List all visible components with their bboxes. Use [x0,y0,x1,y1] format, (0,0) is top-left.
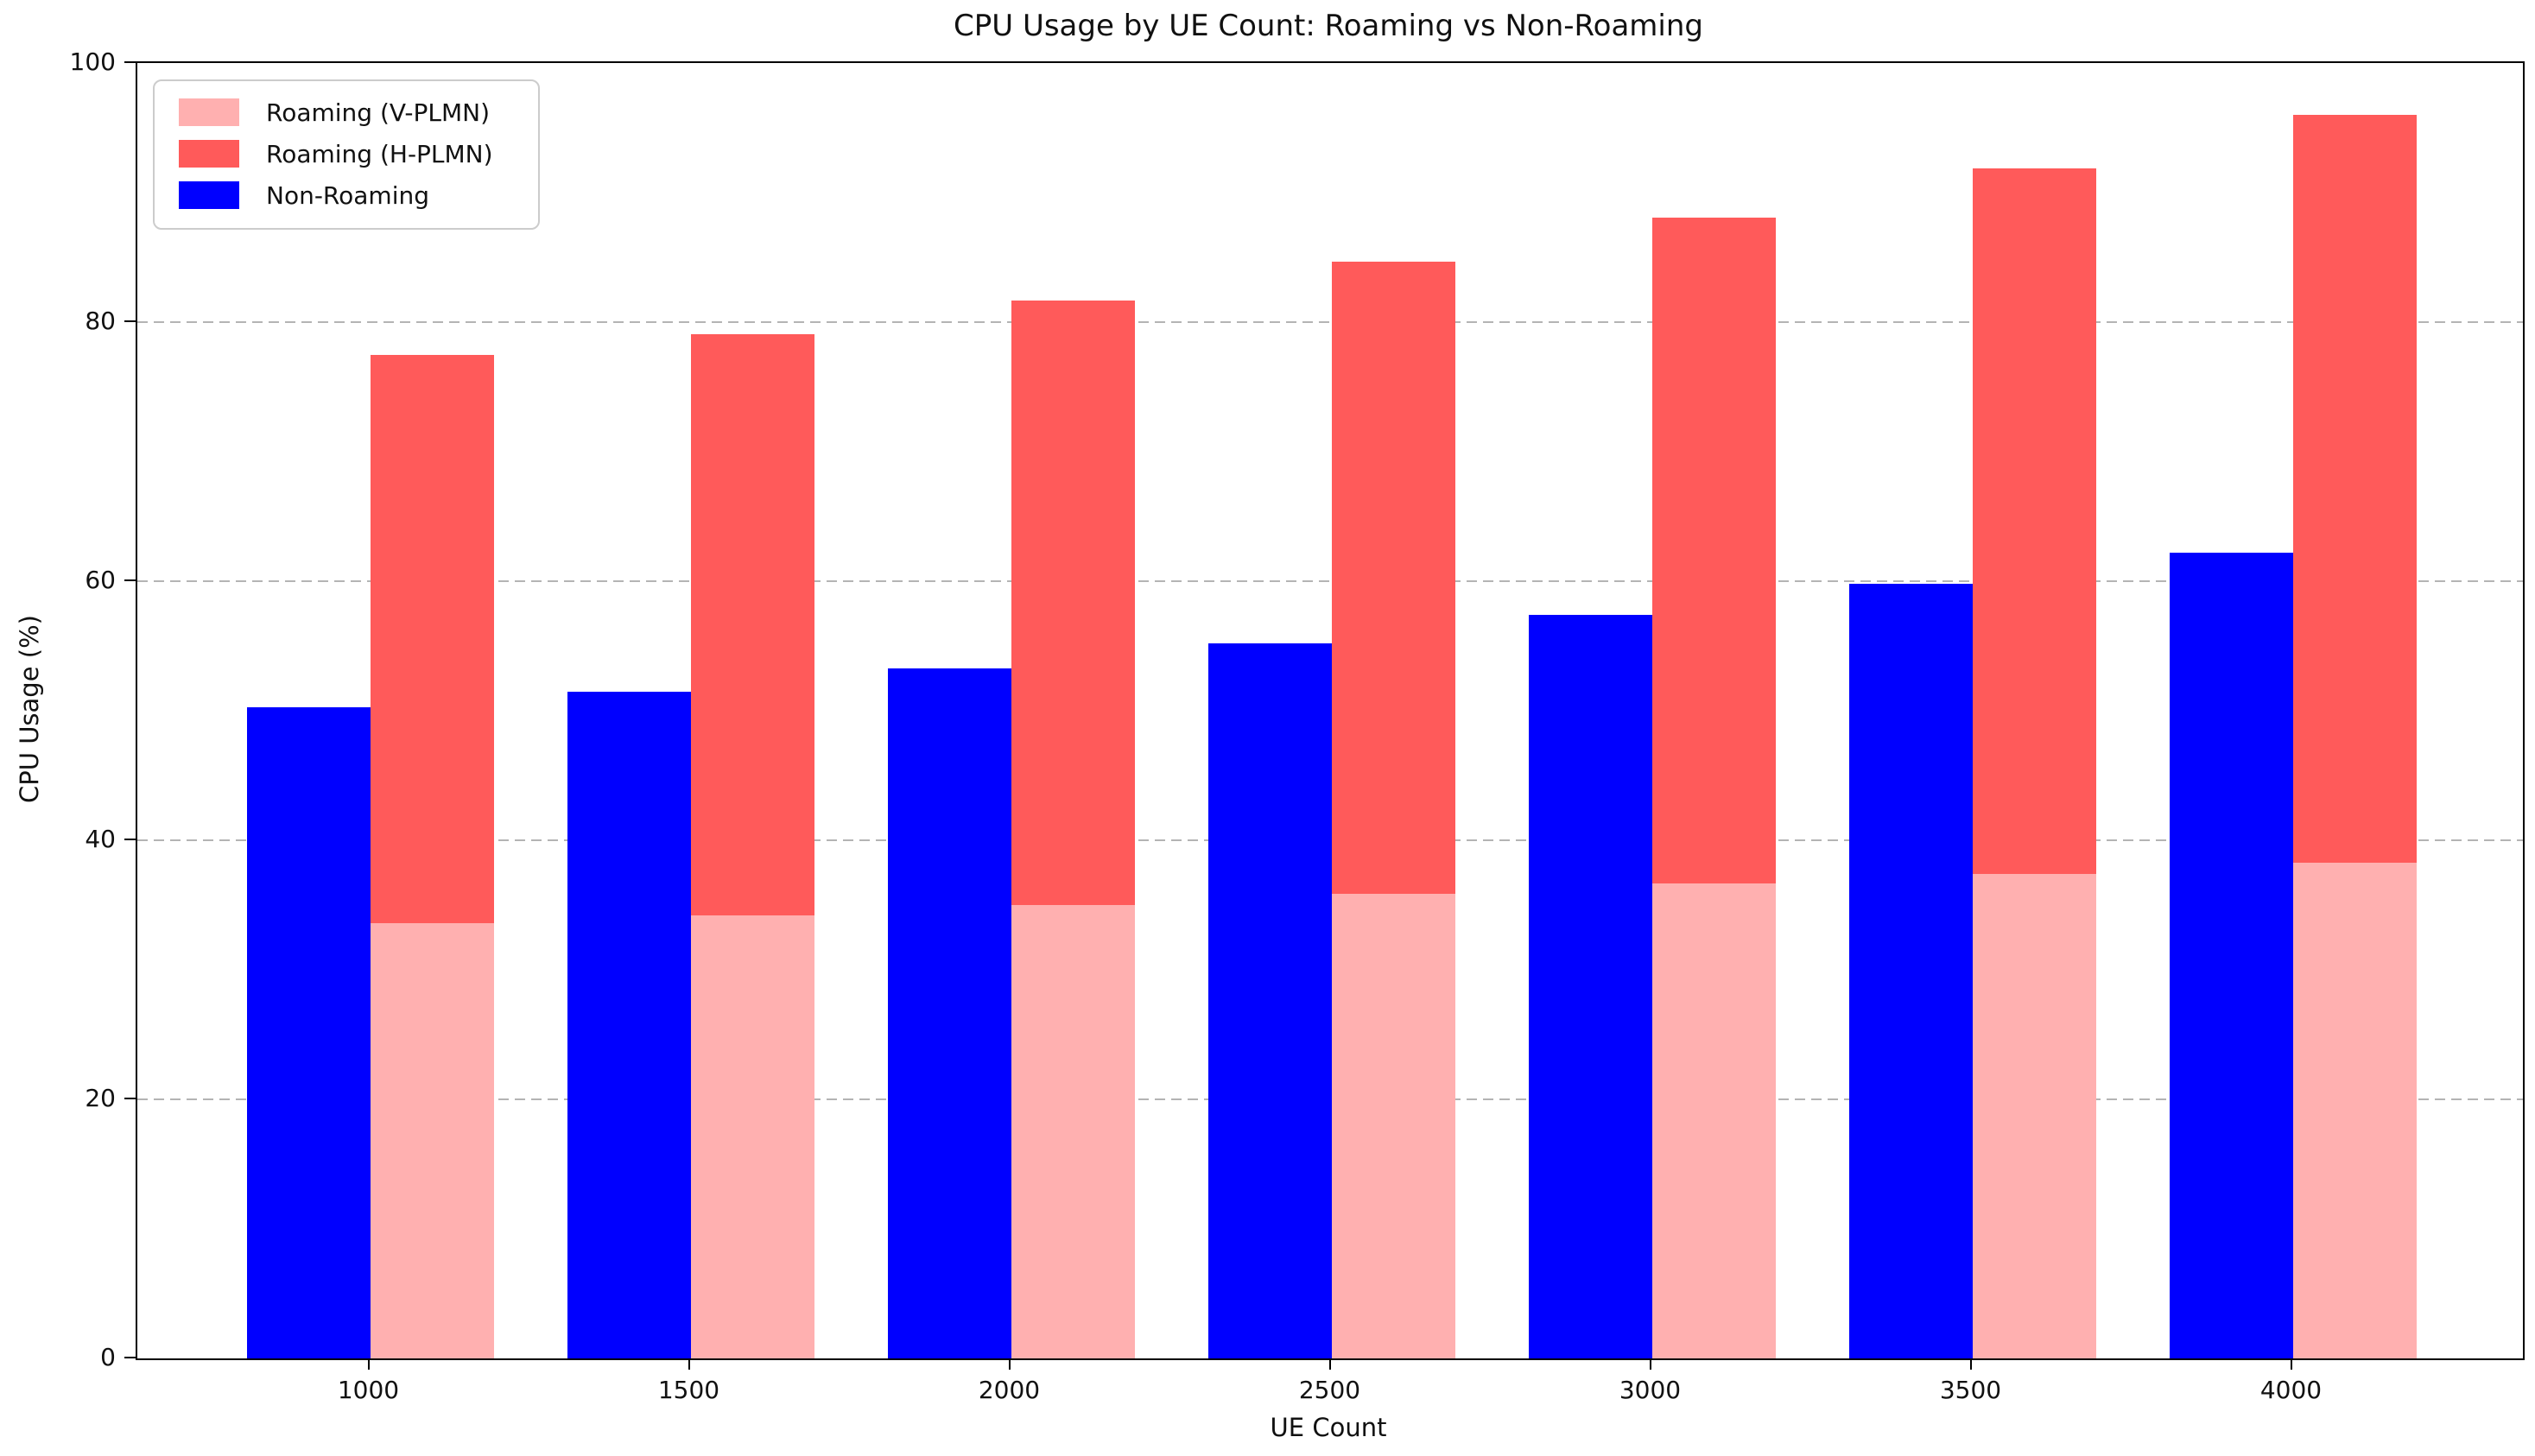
bar-roaming-h-plmn-1500 [690,333,814,915]
legend-label: Roaming (V-PLMN) [266,98,491,127]
y-tick-mark-80 [124,320,136,322]
x-tick-mark-2000 [1008,1358,1011,1370]
x-tick-mark-1000 [367,1358,370,1370]
bar-roaming-v-plmn-2000 [1011,905,1135,1358]
x-tick-mark-3000 [1649,1358,1651,1370]
bar-non-roaming-1500 [567,691,691,1358]
legend-label: Roaming (H-PLMN) [266,139,493,168]
x-tick-mark-3500 [1969,1358,1972,1370]
x-tick-label-1500: 1500 [657,1376,720,1404]
y-gridline-60 [137,580,2523,582]
legend: Roaming (V-PLMN) Roaming (H-PLMN) Non-Roam… [153,79,540,230]
y-tick-label-0: 0 [100,1343,116,1371]
y-tick-label-40: 40 [85,825,116,853]
y-tick-label-60: 60 [85,566,116,594]
bar-non-roaming-4000 [2169,553,2293,1358]
bar-roaming-v-plmn-3500 [1972,874,2096,1358]
bar-roaming-v-plmn-1500 [690,915,814,1358]
x-tick-mark-4000 [2290,1358,2292,1370]
x-axis-label: UE Count [1270,1413,1387,1442]
chart-title: CPU Usage by UE Count: Roaming vs Non-Ro… [954,9,1703,43]
legend-label: Non-Roaming [266,180,429,210]
y-tick-mark-20 [124,1098,136,1099]
x-tick-label-1000: 1000 [337,1376,400,1404]
bar-roaming-h-plmn-3000 [1651,217,1776,883]
bar-non-roaming-1000 [246,706,371,1358]
bar-non-roaming-2000 [887,668,1011,1358]
bar-non-roaming-2500 [1207,643,1332,1358]
bar-roaming-h-plmn-2000 [1011,300,1135,905]
legend-item: Roaming (H-PLMN) [179,133,523,174]
y-tick-label-80: 80 [85,307,116,335]
bar-roaming-v-plmn-2500 [1331,893,1455,1358]
y-axis-label: CPU Usage (%) [15,615,44,803]
y-gridline-80 [137,321,2523,323]
x-tick-label-2500: 2500 [1298,1376,1361,1404]
legend-item: Roaming (V-PLMN) [179,92,523,133]
x-tick-mark-2500 [1328,1358,1331,1370]
bar-roaming-v-plmn-1000 [370,923,494,1358]
x-tick-mark-1500 [688,1358,690,1370]
legend-item: Non-Roaming [179,174,523,216]
legend-swatch-roaming-h-plmn- [179,140,239,168]
y-tick-label-20: 20 [85,1084,116,1112]
y-tick-mark-60 [124,579,136,581]
bar-roaming-h-plmn-1000 [370,354,494,923]
x-tick-label-3500: 3500 [1939,1376,2002,1404]
bar-roaming-v-plmn-4000 [2292,862,2417,1358]
y-tick-label-100: 100 [69,47,116,76]
bar-non-roaming-3500 [1848,584,1973,1358]
legend-swatch-roaming-v-plmn- [179,98,239,126]
x-tick-label-4000: 4000 [2259,1376,2323,1404]
x-tick-label-2000: 2000 [978,1376,1041,1404]
legend-swatch-non-roaming [179,181,239,209]
plot-area: Roaming (V-PLMN) Roaming (H-PLMN) Non-Roam… [136,61,2525,1360]
bar-roaming-h-plmn-2500 [1331,261,1455,894]
bar-non-roaming-3000 [1528,615,1652,1358]
bar-roaming-h-plmn-4000 [2292,115,2417,863]
x-tick-label-3000: 3000 [1619,1376,1682,1404]
y-tick-mark-40 [124,839,136,840]
y-tick-mark-100 [124,61,136,63]
bar-roaming-v-plmn-3000 [1651,883,1776,1358]
bar-roaming-h-plmn-3500 [1972,168,2096,874]
y-tick-mark-0 [124,1357,136,1358]
